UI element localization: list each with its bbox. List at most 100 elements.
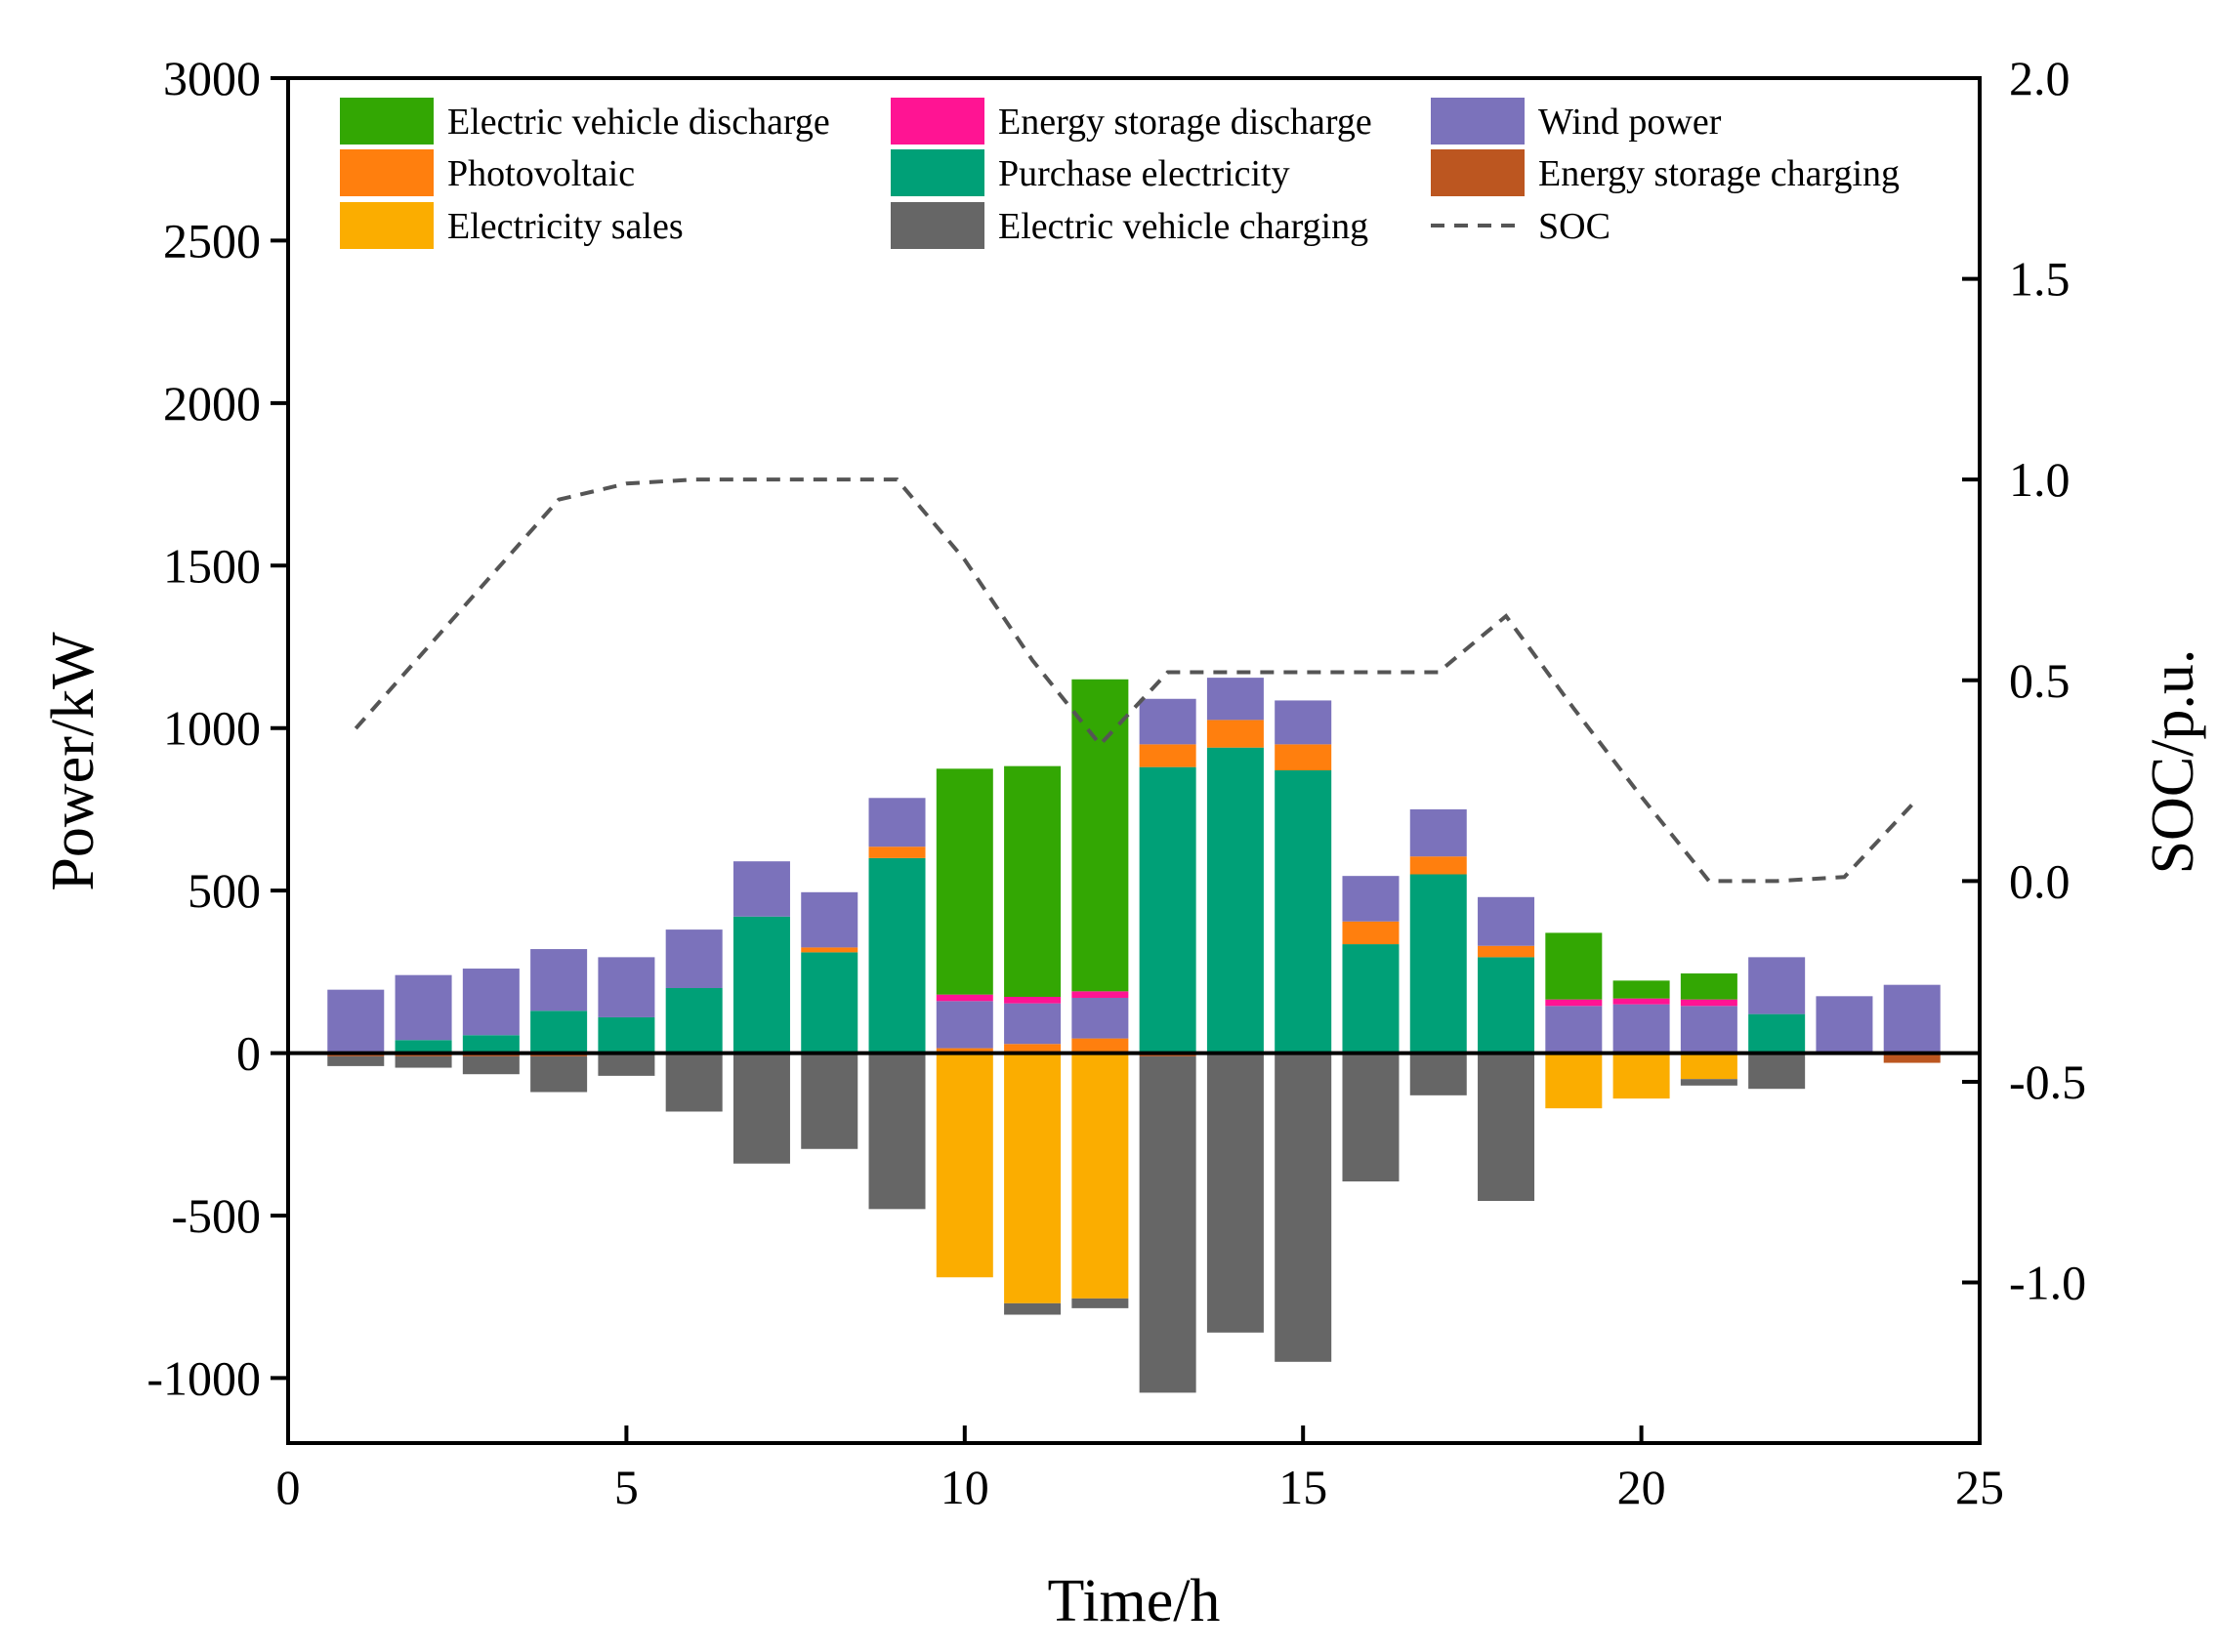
y2-tick-label: 1.5: [2009, 252, 2071, 307]
bar-wind-power-h15: [1275, 700, 1332, 745]
bar-purchase-electricity-h6: [665, 988, 723, 1053]
bars-group: [327, 678, 1941, 1393]
bar-purchase-electricity-h13: [1139, 766, 1196, 1053]
y2-tick-label: 0.0: [2009, 853, 2071, 908]
bar-wind-power-h13: [1139, 698, 1196, 745]
bar-electric-vehicle-charging-h14: [1206, 1053, 1264, 1333]
bar-wind-power-h3: [462, 969, 520, 1036]
bar-electric-vehicle-discharge-h20: [1612, 980, 1670, 999]
bar-electric-vehicle-charging-h7: [732, 1053, 790, 1164]
bar-wind-power-h17: [1409, 808, 1467, 857]
legend-swatch-energy-storage-charging: [1431, 149, 1525, 196]
bar-purchase-electricity-h4: [530, 1011, 588, 1053]
bar-electric-vehicle-charging-h17: [1409, 1053, 1467, 1095]
bar-purchase-electricity-h9: [868, 857, 926, 1053]
bar-electric-vehicle-discharge-h11: [1004, 765, 1062, 997]
bar-photovoltaic-h9: [868, 847, 926, 858]
bar-electricity-sales-h11: [1004, 1053, 1062, 1303]
bar-electric-vehicle-charging-h2: [395, 1055, 452, 1068]
bar-purchase-electricity-h18: [1478, 957, 1535, 1053]
axes-group: 0 5 10 15 20 25 3000 2500 2000 1500 1000 500 0 -500 -1…: [146, 51, 2086, 1514]
bar-purchase-electricity-h14: [1206, 747, 1264, 1053]
bar-electricity-sales-h21: [1680, 1053, 1737, 1080]
bar-purchase-electricity-h7: [732, 916, 790, 1053]
x-tick-label: 0: [276, 1460, 301, 1514]
bar-purchase-electricity-h5: [598, 1016, 655, 1053]
bar-electric-vehicle-charging-h1: [327, 1055, 385, 1066]
bar-electricity-sales-h12: [1071, 1053, 1129, 1299]
bar-electric-vehicle-charging-h11: [1004, 1302, 1062, 1315]
y-tick-label: 1500: [163, 538, 261, 593]
y2-tick-label: -0.5: [2009, 1054, 2086, 1109]
legend-swatch-purchase-electricity: [891, 149, 984, 196]
x-tick-label: 20: [1617, 1460, 1666, 1514]
x-tick-label: 15: [1278, 1460, 1327, 1514]
bar-wind-power-h7: [732, 861, 790, 917]
bar-electric-vehicle-charging-h3: [462, 1055, 520, 1075]
legend-swatch-photovoltaic: [340, 149, 434, 196]
y-tick-label: 0: [236, 1026, 261, 1081]
bar-purchase-electricity-h2: [395, 1040, 452, 1053]
bar-wind-power-h2: [395, 974, 452, 1041]
bar-electric-vehicle-charging-h16: [1342, 1053, 1400, 1182]
bar-photovoltaic-h11: [1004, 1044, 1062, 1053]
bar-energy-storage-discharge-h12: [1071, 991, 1129, 998]
bar-electricity-sales-h10: [936, 1053, 993, 1278]
bar-wind-power-h23: [1816, 996, 1873, 1053]
bar-wind-power-h14: [1206, 678, 1264, 721]
bar-electric-vehicle-discharge-h10: [936, 768, 993, 995]
bar-photovoltaic-h16: [1342, 921, 1400, 945]
bar-photovoltaic-h12: [1071, 1038, 1129, 1053]
x-tick-label: 10: [941, 1460, 989, 1514]
legend-label-wind-power: Wind power: [1538, 102, 1722, 143]
bar-purchase-electricity-h17: [1409, 874, 1467, 1053]
bar-electricity-sales-h20: [1612, 1053, 1670, 1099]
bar-photovoltaic-h8: [801, 947, 858, 953]
bar-electric-vehicle-charging-h21: [1680, 1079, 1737, 1086]
legend: Electric vehicle discharge Photovoltaic El…: [340, 98, 1900, 249]
bar-energy-storage-discharge-h19: [1545, 999, 1603, 1007]
bar-photovoltaic-h14: [1206, 720, 1264, 748]
legend-label-purchase-electricity: Purchase electricity: [998, 153, 1290, 194]
y-tick-label: 3000: [163, 51, 261, 105]
bar-wind-power-h24: [1883, 984, 1941, 1053]
bar-wind-power-h21: [1680, 1006, 1737, 1053]
bar-electric-vehicle-charging-h4: [530, 1055, 588, 1093]
bar-wind-power-h22: [1748, 957, 1806, 1014]
legend-swatch-electric-vehicle-discharge: [340, 98, 434, 145]
legend-label-electricity-sales: Electricity sales: [447, 206, 684, 247]
bar-energy-storage-discharge-h11: [1004, 996, 1062, 1004]
bar-energy-storage-discharge-h21: [1680, 999, 1737, 1007]
bar-energy-storage-discharge-h10: [936, 994, 993, 1002]
legend-label-energy-storage-charging: Energy storage charging: [1538, 153, 1900, 194]
bar-electric-vehicle-charging-h6: [665, 1053, 723, 1112]
x-tick-label: 25: [1955, 1460, 2004, 1514]
soc-line-group: [354, 477, 1914, 884]
bar-electric-vehicle-charging-h9: [868, 1053, 926, 1210]
y2-tick-label: 2.0: [2009, 51, 2071, 105]
bar-electric-vehicle-charging-h12: [1071, 1298, 1129, 1308]
y2-tick-label: -1.0: [2009, 1256, 2086, 1310]
legend-swatch-energy-storage-discharge: [891, 98, 984, 145]
legend-label-electric-vehicle-discharge: Electric vehicle discharge: [447, 102, 830, 143]
bar-electricity-sales-h19: [1545, 1053, 1603, 1109]
legend-swatch-electric-vehicle-charging: [891, 202, 984, 249]
y2-tick-label: 0.5: [2009, 653, 2071, 708]
y-tick-label: -500: [171, 1188, 261, 1243]
y-tick-label: -1000: [146, 1350, 261, 1405]
bar-purchase-electricity-h3: [462, 1035, 520, 1053]
legend-label-soc: SOC: [1538, 206, 1610, 247]
plot-frame: [286, 76, 1982, 1445]
bar-electric-vehicle-charging-h22: [1748, 1053, 1806, 1090]
bar-wind-power-h20: [1612, 1004, 1670, 1053]
y2-tick-label: 1.0: [2009, 452, 2071, 507]
y-tick-label: 2500: [163, 213, 261, 268]
bar-energy-storage-charging-h24: [1883, 1053, 1941, 1063]
x-axis-title: Time/h: [1048, 1568, 1221, 1634]
bar-electric-vehicle-charging-h18: [1478, 1053, 1535, 1202]
bar-electric-vehicle-discharge-h21: [1680, 973, 1737, 1000]
bar-wind-power-h6: [665, 929, 723, 988]
bar-electric-vehicle-charging-h13: [1139, 1055, 1196, 1393]
bar-electric-vehicle-discharge-h19: [1545, 932, 1603, 1000]
bar-purchase-electricity-h8: [801, 952, 858, 1053]
